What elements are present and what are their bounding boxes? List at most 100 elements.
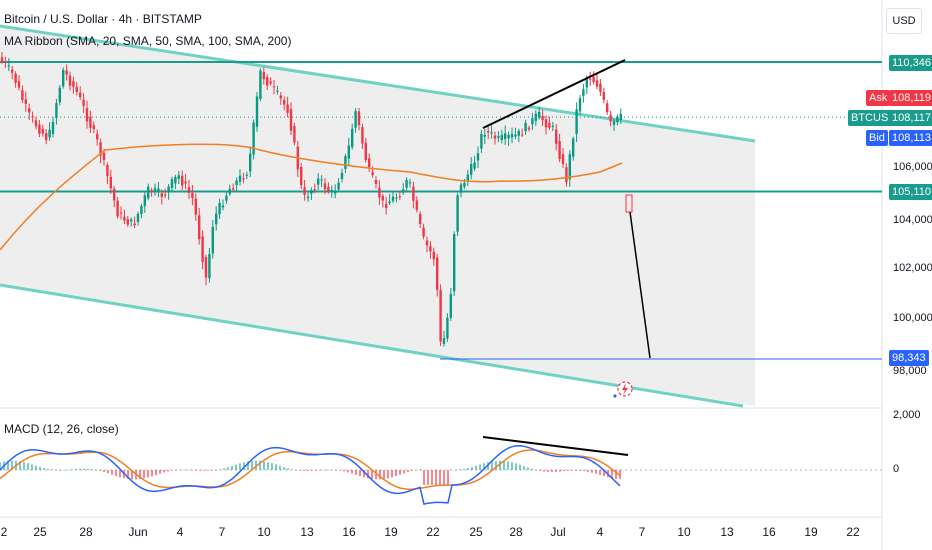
candle-body (208, 253, 211, 279)
candle-body (7, 65, 10, 67)
candle-body (147, 186, 150, 199)
candle-body (521, 134, 524, 136)
macd-histogram-bar (27, 463, 29, 470)
macd-histogram-bar (195, 470, 197, 471)
candle-body (422, 227, 425, 237)
candle-body (252, 122, 255, 155)
candle-body (34, 120, 38, 127)
candle-body (221, 205, 225, 208)
macd-histogram-bar (291, 469, 293, 470)
macd-histogram-bar (471, 466, 473, 470)
macd-histogram-bar (555, 470, 557, 472)
candle-body (242, 178, 245, 180)
macd-histogram-bar (355, 470, 357, 475)
macd-histogram-bar (43, 467, 45, 470)
macd-histogram-bar (167, 470, 169, 472)
macd-histogram-bar (79, 468, 81, 470)
candle-body (143, 195, 146, 207)
macd-histogram-bar (447, 470, 449, 486)
candle-body (102, 153, 106, 161)
macd-histogram-bar (519, 464, 521, 470)
candle-body (327, 186, 330, 192)
candle-body (123, 216, 126, 221)
macd-histogram-bar (299, 470, 301, 471)
candle-body (507, 134, 510, 139)
candle-body (330, 189, 333, 191)
currency-button[interactable]: USD (886, 8, 922, 34)
candle-body (504, 133, 507, 140)
candle-body (211, 226, 214, 254)
candle-body (72, 81, 75, 87)
candle-body (524, 122, 527, 132)
macd-histogram-bar (175, 469, 177, 471)
candle-body (568, 154, 571, 180)
candle-body (344, 156, 347, 169)
time-tick: 22 (426, 525, 440, 539)
candle-body (31, 116, 34, 118)
macd-histogram-bar (503, 460, 505, 470)
candle-body (487, 131, 490, 133)
candle-body (181, 175, 184, 186)
time-tick: 13 (300, 525, 314, 539)
macd-histogram-bar (531, 468, 533, 470)
candle-body (140, 205, 143, 215)
candle-body (68, 75, 72, 86)
symbol-title[interactable]: Bitcoin / U.S. Dollar · 4h · BITSTAMP (4, 12, 202, 26)
ma-ribbon-legend[interactable]: MA Ribbon (SMA, 20, SMA, 50, SMA, 100, S… (4, 34, 292, 48)
macd-histogram-bar (199, 470, 201, 471)
macd-histogram-bar (179, 469, 181, 471)
macd-histogram-bar (343, 470, 345, 472)
candle-body (395, 197, 398, 199)
candle-body (582, 89, 585, 96)
candle-body (198, 215, 201, 240)
candle-body (65, 70, 68, 75)
candle-body (357, 111, 361, 126)
macd-histogram-bar (571, 470, 573, 471)
candle-body (381, 195, 384, 201)
macd-signal-line (0, 449, 621, 490)
macd-histogram-bar (87, 468, 89, 470)
macd-histogram-bar (19, 461, 21, 470)
candle-body (565, 167, 568, 183)
macd-histogram-bar (487, 462, 489, 470)
candle-body (368, 158, 371, 168)
macd-histogram-bar (495, 460, 497, 470)
candle-body (82, 99, 85, 106)
macd-histogram-bar (615, 470, 617, 479)
macd-histogram-bar (591, 470, 593, 473)
candle-body (388, 201, 391, 204)
candle-body (334, 191, 337, 194)
candle-body (283, 100, 286, 105)
macd-histogram-bar (211, 470, 213, 471)
macd-histogram-bar (435, 470, 437, 486)
macd-histogram-bar (559, 470, 561, 472)
macd-histogram-bar (411, 470, 413, 471)
macd-histogram-bar (575, 470, 577, 471)
candle-body (558, 141, 561, 159)
candle-body (201, 236, 204, 263)
macd-legend[interactable]: MACD (12, 26, close) (4, 422, 119, 436)
macd-histogram-bar (327, 469, 329, 471)
macd-histogram-bar (423, 470, 425, 485)
macd-histogram-bar (235, 464, 237, 470)
candle-body (561, 154, 565, 165)
macd-histogram-bar (543, 470, 545, 472)
candle-body (215, 213, 218, 225)
candle-body (490, 132, 493, 134)
candle-body (4, 61, 7, 63)
macd-histogram-bar (295, 470, 297, 471)
candle-body (167, 186, 170, 193)
time-tick: 28 (79, 525, 93, 539)
candle-body (555, 129, 558, 144)
macd-histogram-bar (475, 465, 477, 470)
time-tick: 7 (638, 525, 646, 539)
candle-body (371, 172, 374, 176)
candle-body (313, 189, 316, 191)
macd-histogram-bar (0, 462, 1, 470)
macd-histogram-bar (143, 470, 145, 479)
macd-histogram-bar (583, 470, 585, 472)
macd-histogram-bar (83, 468, 85, 470)
macd-histogram-bar (467, 467, 469, 470)
macd-tick-0: 0 (893, 463, 900, 475)
